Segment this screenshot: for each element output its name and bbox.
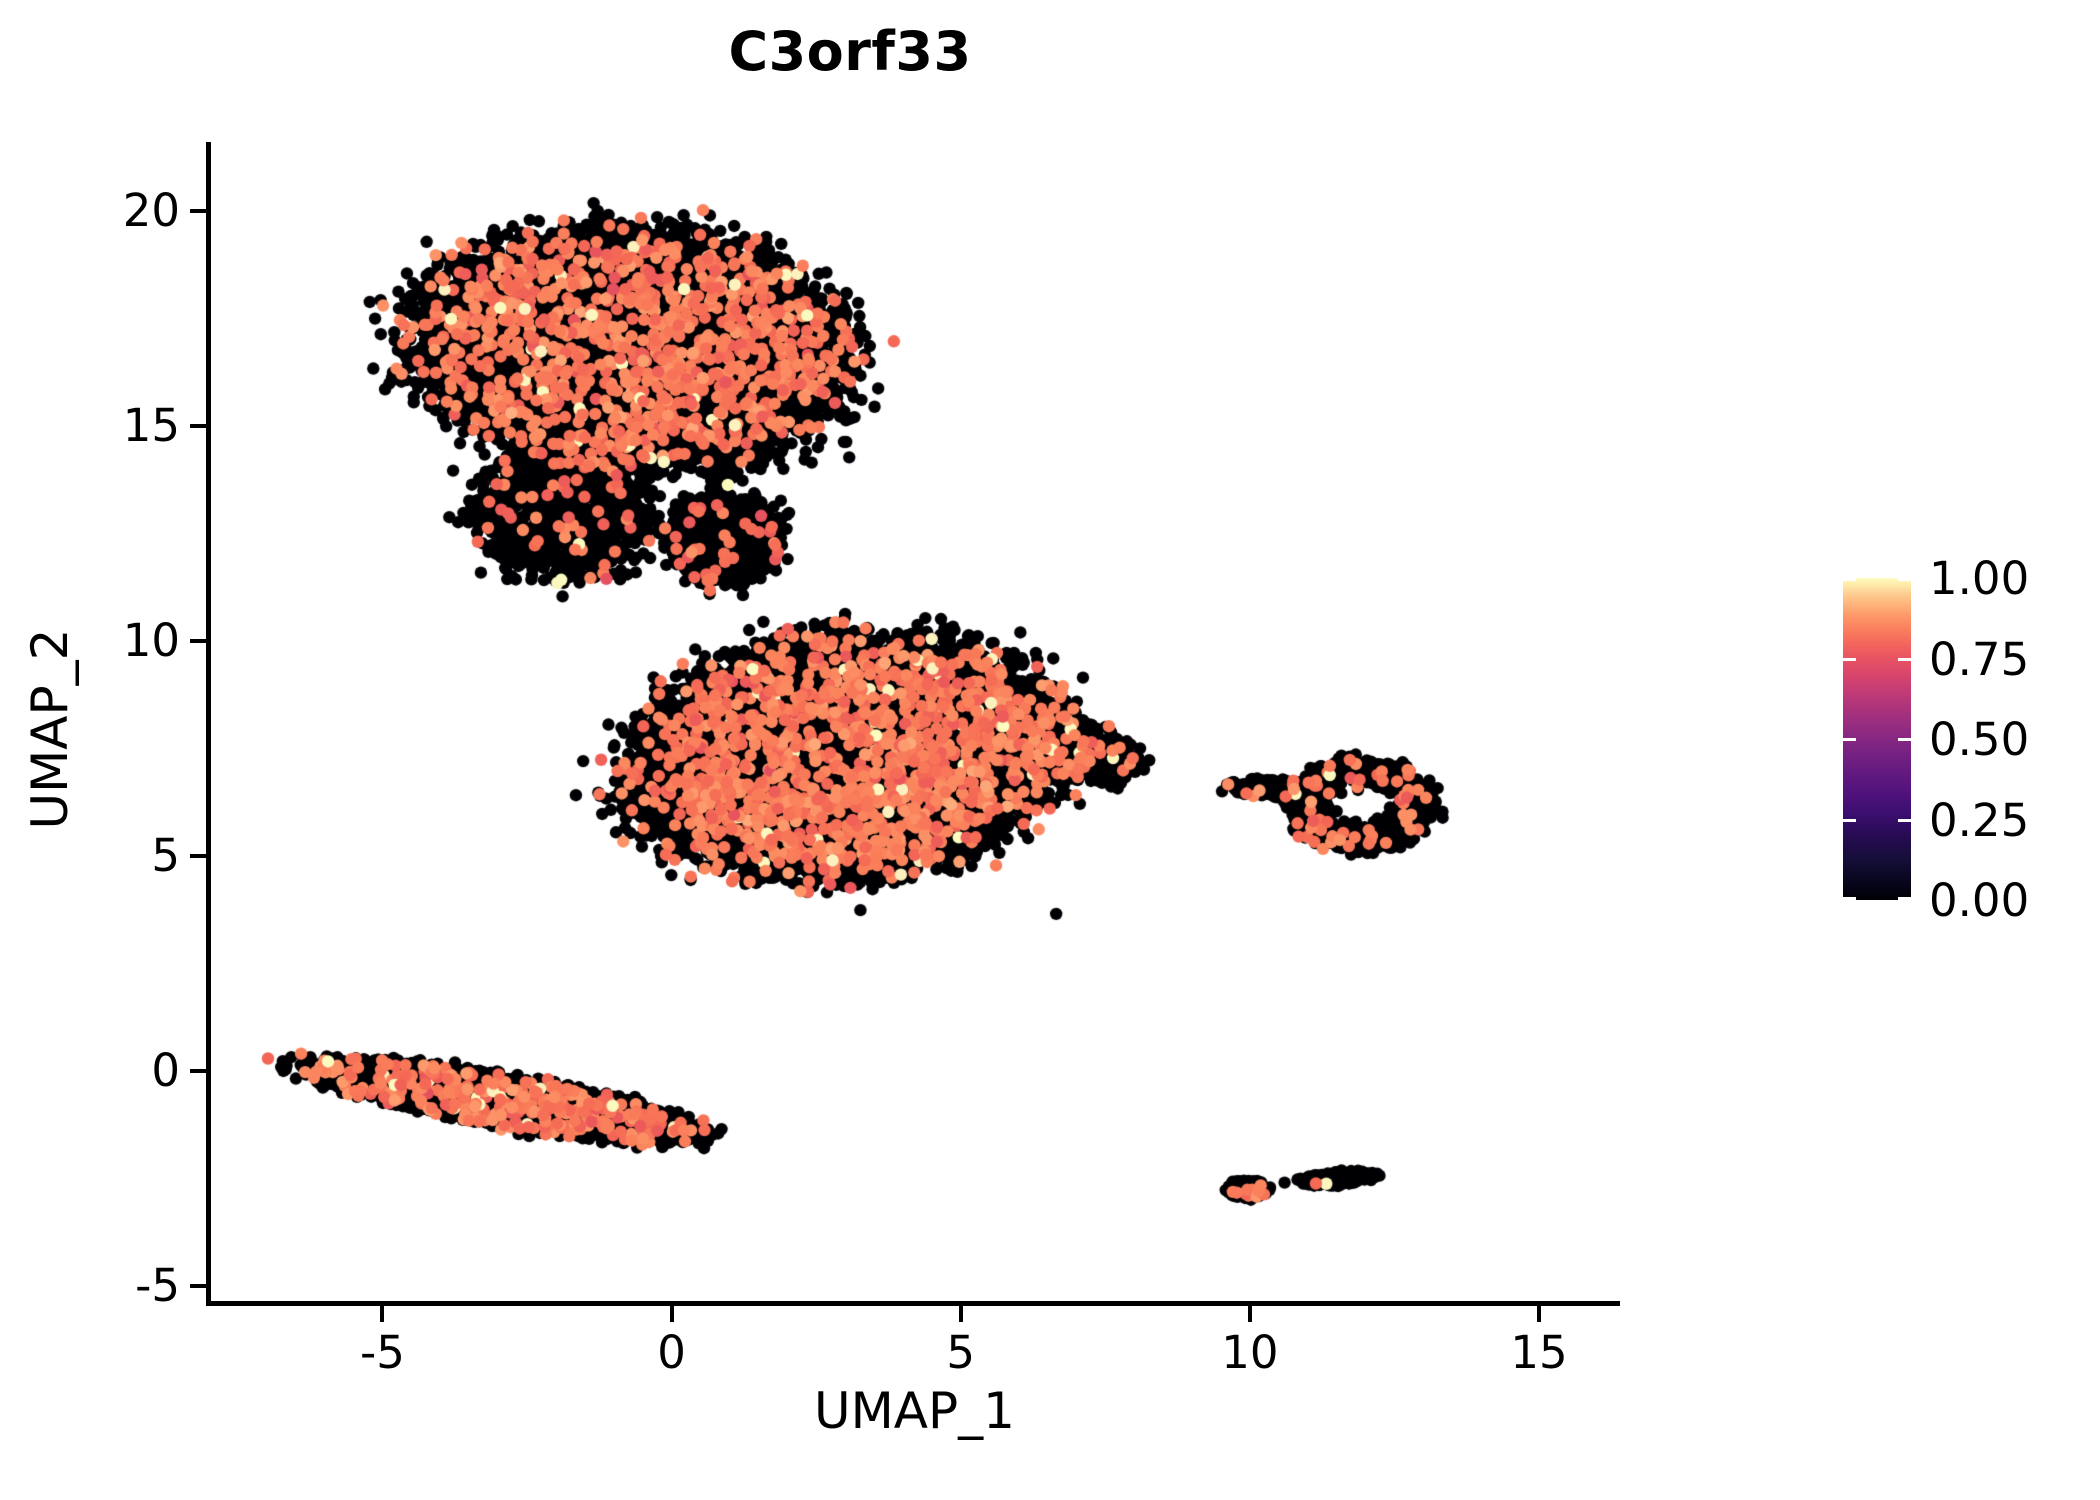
- page-title: C3orf33: [728, 20, 972, 83]
- x-tick-label: -5: [360, 1326, 405, 1379]
- x-tick-label: 5: [946, 1326, 976, 1379]
- x-tick: [1537, 1306, 1542, 1322]
- colorbar-tick-label: 0.25: [1929, 793, 2030, 847]
- y-tick: [190, 423, 206, 428]
- y-tick: [190, 1283, 206, 1288]
- y-tick-label: 5: [151, 828, 180, 882]
- x-tick: [669, 1306, 674, 1322]
- plot-axes: [190, 142, 1620, 1322]
- colorbar-tick: [1843, 818, 1911, 822]
- x-tick-label: 0: [657, 1326, 686, 1379]
- x-tick: [958, 1306, 963, 1322]
- y-tick-label: 10: [122, 613, 180, 667]
- colorbar-tick-label: 0.50: [1929, 713, 2030, 766]
- y-tick-label: 20: [122, 183, 180, 237]
- x-tick-label: 15: [1510, 1326, 1568, 1379]
- colorbar-tick: [1843, 578, 1911, 581]
- y-axis-label: UMAP_2: [21, 628, 79, 830]
- axis-spine-bottom: [206, 1301, 1620, 1306]
- colorbar-tick-label: 0.00: [1929, 874, 2030, 927]
- colorbar-tick: [1843, 657, 1911, 661]
- y-tick: [190, 1068, 206, 1073]
- colorbar-tick-label: 0.75: [1929, 632, 2030, 686]
- x-tick: [380, 1306, 385, 1322]
- y-tick-label: 0: [151, 1043, 180, 1097]
- y-tick-label: -5: [135, 1258, 180, 1312]
- x-tick: [1247, 1306, 1252, 1322]
- y-tick: [190, 208, 206, 213]
- y-axis-ticklabels: 20 15 10 5 0 -5: [0, 0, 190, 1500]
- axis-spine-left: [206, 142, 211, 1303]
- colorbar-tick: [1843, 738, 1911, 741]
- scatter-plot-canvas: [209, 142, 1620, 1303]
- x-tick-label: 10: [1221, 1326, 1279, 1379]
- colorbar-tick-label: 1.00: [1929, 552, 2030, 605]
- colorbar: 1.00 0.75 0.50 0.25 0.00: [1843, 556, 2100, 923]
- y-tick-label: 15: [122, 398, 180, 452]
- y-tick: [190, 853, 206, 858]
- colorbar-tick: [1843, 897, 1911, 900]
- x-axis-label: UMAP_1: [814, 1382, 1015, 1440]
- y-tick: [190, 638, 206, 643]
